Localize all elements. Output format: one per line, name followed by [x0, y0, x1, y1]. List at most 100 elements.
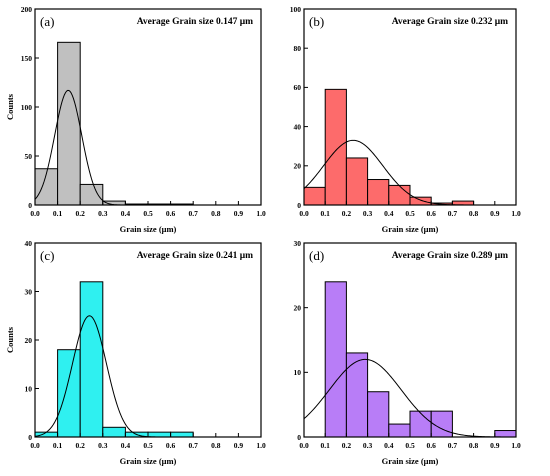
histogram-bar	[367, 179, 390, 206]
x-tick-label: 0.1	[53, 441, 63, 450]
histogram-bar	[367, 391, 390, 438]
y-tick-label: 0	[28, 201, 32, 210]
panel-b: 0.0 0.1 0.2 0.3 0.4 0.5 0.6 0.7 0.8 0.9 1.0 0 20 40 60…	[290, 5, 521, 234]
y-tick-label: 0	[297, 433, 301, 442]
x-tick-label: 0.8	[211, 209, 221, 218]
x-tick-label: 1.0	[511, 209, 521, 218]
histogram-bar	[57, 349, 81, 438]
histogram-bar	[409, 410, 432, 438]
x-tick-label: 0.5	[143, 209, 153, 218]
x-tick-label: 0.4	[121, 441, 131, 450]
x-tick-label: 0.6	[166, 441, 176, 450]
x-tick-label: 0.9	[234, 209, 244, 218]
y-tick-label: 20	[294, 303, 302, 312]
x-tick-label: 0.5	[405, 441, 415, 450]
y-tick-label: 100	[290, 5, 302, 14]
x-tick-label: 1.0	[256, 441, 266, 450]
x-tick-label: 0.0	[30, 441, 40, 450]
x-tick-label: 0.2	[76, 209, 86, 218]
x-tick-label: 0.8	[211, 441, 221, 450]
histogram-bar	[170, 431, 194, 438]
panel-label: (a)	[40, 14, 54, 29]
y-axis-label: Counts	[5, 326, 15, 353]
x-tick-label: 0.2	[76, 441, 86, 450]
histogram-bar	[388, 184, 411, 206]
x-tick-label: 0.5	[405, 209, 415, 218]
x-tick-label: 0.4	[121, 209, 131, 218]
x-tick-label: 0.9	[234, 441, 244, 450]
y-tick-label: 30	[294, 239, 302, 248]
panel-c: 0.0 0.1 0.2 0.3 0.4 0.5 0.6 0.7 0.8 0.9 1.0 0 10 20 30…	[5, 239, 266, 466]
x-tick-label: 0.7	[189, 441, 199, 450]
x-tick-label: 0.1	[53, 209, 63, 218]
chart-title: Average Grain size 0.241 μm	[137, 251, 253, 261]
x-tick-label: 0.7	[448, 441, 458, 450]
x-tick-label: 0.9	[490, 209, 500, 218]
y-tick-label: 0	[297, 201, 301, 210]
x-tick-label: 0.8	[469, 209, 479, 218]
chart-title: Average Grain size 0.289 μm	[392, 251, 508, 261]
histogram-bar	[303, 186, 326, 206]
y-tick-label: 60	[294, 83, 302, 92]
y-tick-label: 200	[21, 5, 33, 14]
x-axis-label: Grain size (μm)	[120, 224, 177, 234]
chart-title: Average Grain size 0.232 μm	[392, 17, 508, 27]
x-tick-label: 0.5	[143, 441, 153, 450]
histogram-bar	[324, 88, 347, 206]
histogram-bar	[345, 352, 369, 438]
x-tick-label: 0.1	[321, 441, 331, 450]
x-tick-label: 0.3	[363, 209, 373, 218]
x-tick-label: 0.0	[299, 209, 309, 218]
histogram-bar	[34, 431, 59, 438]
y-tick-label: 40	[294, 122, 302, 131]
x-tick-label: 1.0	[511, 441, 521, 450]
x-tick-label: 0.0	[299, 441, 309, 450]
y-tick-label: 10	[25, 384, 33, 393]
y-tick-label: 20	[25, 336, 33, 345]
y-tick-label: 150	[21, 54, 33, 63]
x-tick-label: 0.2	[342, 441, 352, 450]
x-tick-label: 1.0	[256, 209, 266, 218]
y-tick-label: 80	[294, 44, 302, 53]
x-tick-label: 0.8	[469, 441, 479, 450]
panel-d: 0.0 0.1 0.2 0.3 0.4 0.5 0.6 0.7 0.8 0.9 1.0 0 10 20 30…	[294, 239, 521, 466]
y-tick-label: 30	[25, 287, 33, 296]
panel-label: (c)	[40, 248, 54, 263]
x-axis-label: Grain size (μm)	[382, 224, 439, 234]
histogram-bar	[79, 183, 104, 206]
histogram-bar	[102, 426, 126, 438]
x-tick-label: 0.6	[166, 209, 176, 218]
y-tick-label: 20	[294, 162, 302, 171]
panel-label: (d)	[309, 248, 324, 263]
y-tick-label: 10	[294, 368, 302, 377]
x-axis-label: Grain size (μm)	[382, 456, 439, 466]
x-tick-label: 0.4	[384, 441, 394, 450]
histogram-bar	[409, 196, 432, 206]
x-tick-label: 0.4	[384, 209, 394, 218]
panel-a: 0.0 0.1 0.2 0.3 0.4 0.5 0.6 0.7 0.8 0.9 1.0 0 50 100 1…	[5, 5, 266, 234]
x-tick-label: 0.6	[427, 209, 437, 218]
histogram-bar	[79, 281, 104, 438]
x-tick-label: 0.7	[189, 209, 199, 218]
histogram-bar	[345, 157, 369, 206]
histogram-bar	[57, 41, 81, 206]
x-tick-label: 0.7	[448, 209, 458, 218]
x-tick-label: 0.3	[98, 209, 108, 218]
histogram-bar	[494, 430, 517, 438]
x-tick-label: 0.1	[321, 209, 331, 218]
x-axis-label: Grain size (μm)	[120, 456, 177, 466]
x-tick-label: 0.3	[363, 441, 373, 450]
x-tick-label: 0.2	[342, 209, 352, 218]
x-tick-label: 0.9	[490, 441, 500, 450]
chart-title: Average Grain size 0.147 μm	[137, 17, 253, 27]
x-tick-label: 0.3	[98, 441, 108, 450]
y-axis-label: Counts	[5, 93, 15, 120]
y-tick-label: 40	[25, 239, 33, 248]
histogram-bar	[388, 423, 411, 438]
histogram-bar	[147, 431, 172, 438]
x-tick-label: 0.6	[427, 441, 437, 450]
histogram-bar	[324, 281, 347, 438]
panel-label: (b)	[309, 14, 324, 29]
